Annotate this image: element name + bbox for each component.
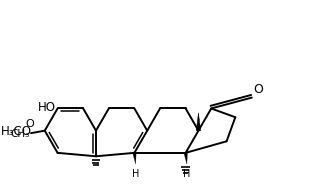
Polygon shape <box>133 153 136 164</box>
Text: O: O <box>26 119 34 129</box>
Text: H: H <box>183 168 191 179</box>
Text: CH₃: CH₃ <box>11 129 30 139</box>
Text: HO: HO <box>37 101 56 114</box>
Text: O: O <box>253 83 263 96</box>
Text: H: H <box>132 168 139 179</box>
Polygon shape <box>196 113 201 131</box>
Polygon shape <box>184 153 188 164</box>
Text: H₃CO: H₃CO <box>1 125 32 138</box>
